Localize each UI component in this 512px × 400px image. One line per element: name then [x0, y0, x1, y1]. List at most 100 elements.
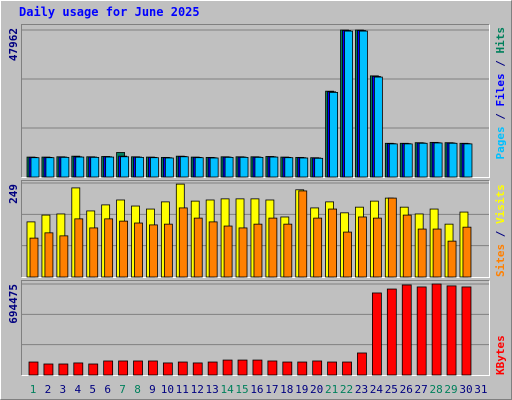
bar	[88, 363, 99, 376]
x-tick-label: 23	[355, 383, 368, 396]
bar	[387, 197, 397, 278]
x-tick-label: 11	[176, 383, 189, 396]
bar	[177, 361, 188, 376]
x-tick-label: 28	[429, 383, 442, 396]
legend-separator: /	[494, 107, 507, 127]
plot-bevel	[21, 180, 490, 278]
bar	[282, 361, 293, 376]
bar	[237, 359, 248, 376]
x-tick-label: 29	[444, 383, 457, 396]
bar	[192, 362, 203, 376]
bar	[416, 286, 427, 376]
bar	[105, 156, 115, 178]
bar	[344, 30, 353, 178]
legend-entry: Files	[494, 73, 507, 106]
bar	[283, 223, 293, 278]
bar	[135, 156, 144, 178]
bar	[103, 360, 114, 376]
bar	[343, 231, 352, 278]
bar	[342, 361, 352, 376]
bar	[45, 157, 55, 178]
x-tick-label: 19	[295, 383, 308, 396]
bar	[44, 232, 54, 278]
bar	[253, 223, 263, 278]
bar	[208, 221, 218, 278]
bar	[417, 228, 427, 278]
x-tick-label: 20	[310, 383, 323, 396]
bar	[267, 360, 278, 376]
y-tick-label: 47962	[7, 28, 20, 61]
x-tick-label: 27	[415, 383, 428, 396]
bar	[30, 157, 40, 178]
bar	[432, 228, 442, 278]
legend-entry: Hits	[494, 27, 507, 54]
x-tick-label: 5	[89, 383, 96, 396]
x-tick-label: 26	[400, 383, 413, 396]
bar	[104, 218, 114, 278]
bar	[312, 360, 323, 376]
bar	[75, 156, 85, 178]
x-tick-label: 7	[119, 383, 126, 396]
x-tick-label: 17	[265, 383, 278, 396]
legend-entry: KBytes	[494, 335, 507, 375]
bar	[73, 362, 84, 376]
bar	[239, 156, 249, 178]
bar	[461, 286, 472, 376]
bar	[193, 217, 203, 278]
bar	[462, 226, 472, 278]
bar	[252, 359, 263, 376]
bar	[60, 156, 70, 178]
bar	[401, 284, 412, 376]
x-tick-label: 9	[149, 383, 156, 396]
x-tick-label: 12	[191, 383, 204, 396]
bar	[164, 157, 174, 178]
bar	[74, 218, 84, 278]
x-tick-label: 18	[280, 383, 293, 396]
bar	[327, 361, 338, 376]
bar	[162, 362, 173, 376]
plot-bevel	[21, 24, 490, 178]
bar	[238, 227, 248, 278]
chart-title: Daily usage for June 2025	[19, 5, 200, 19]
legend-separator: /	[494, 224, 507, 244]
bar	[448, 142, 458, 178]
bar	[297, 361, 308, 376]
bar	[298, 190, 308, 278]
x-tick-label: 13	[206, 383, 219, 396]
x-tick-label: 2	[45, 383, 52, 396]
bar	[149, 224, 158, 278]
bar	[58, 363, 69, 376]
x-tick-label: 24	[370, 383, 384, 396]
y-tick-label: 249	[7, 184, 20, 204]
bar	[402, 214, 412, 278]
bar	[373, 76, 383, 178]
bar	[359, 30, 368, 178]
bar	[268, 217, 278, 278]
bar	[89, 227, 99, 278]
bar	[223, 225, 233, 278]
bar	[28, 361, 39, 376]
x-tick-label: 31	[474, 383, 487, 396]
bar	[222, 359, 233, 376]
legend-separator: /	[494, 54, 507, 74]
bar	[178, 207, 188, 278]
legend-entry: Sites	[494, 244, 507, 277]
bar	[328, 208, 338, 278]
bar	[433, 142, 443, 178]
bar	[29, 237, 39, 278]
plot-bevel	[21, 280, 490, 376]
bar	[447, 240, 457, 278]
bar	[371, 292, 382, 376]
legend: KBytes	[494, 335, 507, 375]
bar	[403, 143, 413, 178]
bar	[118, 360, 128, 376]
bar	[254, 156, 264, 178]
bar	[207, 361, 218, 376]
x-tick-label: 4	[74, 383, 81, 396]
bar	[148, 360, 158, 376]
x-tick-label: 15	[235, 383, 248, 396]
bar	[388, 143, 398, 178]
bar	[194, 157, 204, 178]
